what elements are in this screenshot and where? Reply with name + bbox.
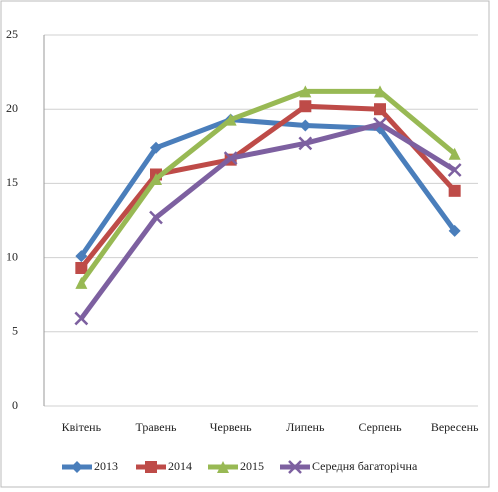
marker	[149, 210, 163, 225]
legend-label: Середня багаторічна	[312, 459, 418, 473]
y-tick-label: 20	[6, 101, 18, 115]
marker	[217, 461, 229, 473]
marker	[374, 103, 386, 116]
marker	[224, 113, 237, 126]
y-tick-label: 10	[6, 249, 18, 263]
series-line	[79, 88, 457, 285]
marker	[373, 117, 387, 131]
legend-label: 2015	[240, 459, 264, 473]
marker	[374, 122, 386, 135]
marker	[447, 163, 462, 177]
marker	[299, 85, 312, 98]
x-tick-label: Червень	[210, 420, 252, 434]
series-line	[79, 121, 456, 320]
y-tick-label: 15	[6, 175, 18, 189]
chart-border	[0, 0, 490, 488]
marker	[288, 460, 302, 474]
marker	[75, 261, 88, 274]
marker	[74, 311, 89, 326]
series-line	[79, 117, 457, 258]
marker	[145, 461, 157, 473]
y-tick-label: 25	[6, 27, 18, 41]
x-tick-label: Липень	[286, 420, 325, 434]
marker	[448, 147, 461, 160]
marker	[448, 224, 461, 237]
legend-label: 2013	[94, 459, 118, 473]
marker	[374, 85, 386, 98]
marker	[71, 461, 83, 473]
marker	[150, 141, 162, 154]
marker	[448, 184, 461, 197]
marker	[150, 172, 162, 185]
y-tick-label: 5	[12, 324, 18, 338]
marker	[75, 276, 88, 289]
x-tick-label: Квітень	[62, 420, 102, 434]
x-tick-label: Вересень	[431, 420, 479, 434]
marker	[298, 136, 313, 151]
x-tick-label: Серпень	[358, 420, 402, 434]
marker	[299, 100, 312, 113]
legend-label: 2014	[168, 459, 192, 473]
marker	[299, 119, 312, 132]
y-tick-label: 0	[12, 398, 18, 412]
series-line	[79, 103, 457, 270]
marker	[75, 250, 88, 263]
marker	[223, 151, 238, 166]
x-tick-label: Травень	[135, 420, 177, 434]
